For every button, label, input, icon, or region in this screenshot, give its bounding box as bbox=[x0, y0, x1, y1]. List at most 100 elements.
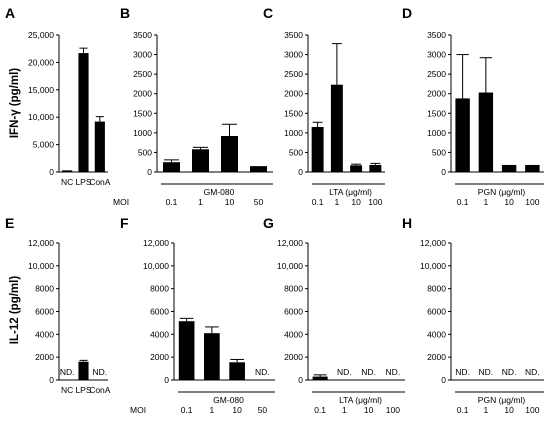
y-tick-label: 4000 bbox=[150, 329, 169, 339]
bar bbox=[250, 166, 267, 172]
y-tick-label: 10,000 bbox=[143, 261, 169, 271]
panel-c: C 0 500 1000 1500 2000 2500 3000 3500 LTA (μg/ml)… bbox=[263, 5, 385, 207]
bar bbox=[311, 126, 324, 172]
y-tick-label: 2000 bbox=[427, 352, 446, 362]
dose-value-label: 10 bbox=[504, 197, 514, 207]
bar bbox=[163, 162, 180, 172]
bar bbox=[312, 376, 328, 380]
dose-value-label: 10 bbox=[351, 197, 361, 207]
dose-value-label: 0.1 bbox=[457, 405, 469, 415]
nd-label: ND. bbox=[455, 367, 470, 377]
y-tick-label: 2000 bbox=[427, 89, 446, 99]
group-label: GM-080 bbox=[204, 187, 235, 197]
dose-value-label: 100 bbox=[386, 405, 400, 415]
y-tick-label: 8000 bbox=[150, 284, 169, 294]
x-category-label: ConA bbox=[89, 177, 111, 187]
dose-value-label: 0.1 bbox=[166, 197, 178, 207]
panel-a: A 0 5,000 10,000 15,000 20,000 25,000 IFN-γ (pg… bbox=[5, 5, 111, 187]
nd-label: ND. bbox=[386, 367, 401, 377]
y-tick-label: 4000 bbox=[35, 329, 54, 339]
y-tick-label: 3000 bbox=[284, 50, 303, 60]
panel-f: F 0 2000 4000 6000 8000 10,000 12,000 ND. GM-080 0… bbox=[120, 215, 275, 415]
nd-label: ND. bbox=[361, 367, 376, 377]
dose-value-label: 10 bbox=[232, 405, 242, 415]
y-tick-label: 500 bbox=[289, 147, 303, 157]
y-axis-title: IFN-γ (pg/ml) bbox=[9, 68, 21, 138]
y-tick-label: 500 bbox=[432, 147, 446, 157]
y-tick-label: 12,000 bbox=[28, 238, 54, 248]
nd-label: ND. bbox=[93, 367, 108, 377]
y-tick-label: 20,000 bbox=[28, 57, 54, 67]
dose-value-label: 100 bbox=[368, 197, 382, 207]
bar bbox=[62, 170, 73, 172]
panel-letter: D bbox=[402, 5, 412, 21]
y-tick-label: 6000 bbox=[427, 307, 446, 317]
y-tick-label: 0 bbox=[441, 167, 446, 177]
bar bbox=[369, 164, 382, 172]
panel-letter: A bbox=[5, 5, 15, 21]
y-tick-label: 1000 bbox=[284, 128, 303, 138]
panel-h: H 0 2000 4000 6000 8000 10,000 12,000 ND. ND. ND. N… bbox=[402, 215, 544, 415]
dose-value-label: 10 bbox=[225, 197, 235, 207]
dose-value-label: 100 bbox=[525, 197, 539, 207]
y-tick-label: 0 bbox=[298, 167, 303, 177]
nd-label: ND. bbox=[479, 367, 494, 377]
y-tick-label: 8000 bbox=[35, 284, 54, 294]
dose-value-label: 0.1 bbox=[181, 405, 193, 415]
x-category-label: ConA bbox=[89, 385, 111, 395]
y-tick-label: 2500 bbox=[133, 69, 152, 79]
y-axis-title: IL-12 (pg/ml) bbox=[9, 276, 21, 345]
y-tick-label: 3500 bbox=[284, 30, 303, 40]
y-tick-label: 2000 bbox=[284, 352, 303, 362]
dose-value-label: 10 bbox=[364, 405, 374, 415]
dose-value-label: 1 bbox=[210, 405, 215, 415]
y-tick-label: 12,000 bbox=[277, 238, 303, 248]
y-tick-label: 1500 bbox=[427, 108, 446, 118]
y-tick-label: 2000 bbox=[284, 89, 303, 99]
y-tick-label: 10,000 bbox=[28, 261, 54, 271]
group-label: LTA (μg/ml) bbox=[339, 395, 382, 405]
y-tick-label: 1500 bbox=[133, 108, 152, 118]
bar bbox=[350, 165, 363, 172]
y-tick-label: 2000 bbox=[133, 89, 152, 99]
x-category-label: LPS bbox=[75, 385, 91, 395]
y-tick-label: 0 bbox=[164, 375, 169, 385]
dose-value-label: 100 bbox=[525, 405, 539, 415]
dose-value-label: 1 bbox=[198, 197, 203, 207]
y-tick-label: 6000 bbox=[35, 307, 54, 317]
y-tick-label: 2500 bbox=[284, 69, 303, 79]
y-tick-label: 0 bbox=[441, 375, 446, 385]
panel-letter: G bbox=[263, 215, 274, 231]
panel-b: B 0 500 1000 1500 2000 2500 3000 3500 GM-080 0.1 1 1… bbox=[113, 5, 273, 207]
group-label: GM-080 bbox=[213, 395, 244, 405]
y-tick-label: 4000 bbox=[427, 329, 446, 339]
y-tick-label: 3500 bbox=[133, 30, 152, 40]
y-tick-label: 5,000 bbox=[33, 140, 55, 150]
bar bbox=[178, 321, 195, 380]
y-tick-label: 0 bbox=[49, 167, 54, 177]
nd-label: ND. bbox=[502, 367, 517, 377]
dose-value-label: 1 bbox=[484, 405, 489, 415]
y-tick-label: 1500 bbox=[284, 108, 303, 118]
bar bbox=[78, 53, 89, 172]
bar bbox=[229, 362, 245, 380]
y-tick-label: 12,000 bbox=[420, 238, 446, 248]
bar bbox=[501, 164, 517, 172]
moi-row-label: MOI bbox=[130, 405, 146, 415]
panel-letter: F bbox=[120, 215, 129, 231]
dose-value-label: 50 bbox=[258, 405, 268, 415]
group-label: LTA (μg/ml) bbox=[329, 187, 372, 197]
panel-e: E 0 2000 4000 6000 8000 10,000 12,000 IL-12 (pg/… bbox=[5, 215, 111, 395]
y-tick-label: 8000 bbox=[427, 284, 446, 294]
dose-value-label: 1 bbox=[335, 197, 340, 207]
bar bbox=[221, 135, 238, 172]
y-tick-label: 2000 bbox=[35, 352, 54, 362]
y-tick-label: 8000 bbox=[284, 284, 303, 294]
y-tick-label: 10,000 bbox=[28, 112, 54, 122]
y-tick-label: 1000 bbox=[427, 128, 446, 138]
y-tick-label: 10,000 bbox=[420, 261, 446, 271]
group-label: PGN (μg/ml) bbox=[478, 187, 526, 197]
y-tick-label: 3000 bbox=[427, 50, 446, 60]
dose-value-label: 10 bbox=[504, 405, 514, 415]
